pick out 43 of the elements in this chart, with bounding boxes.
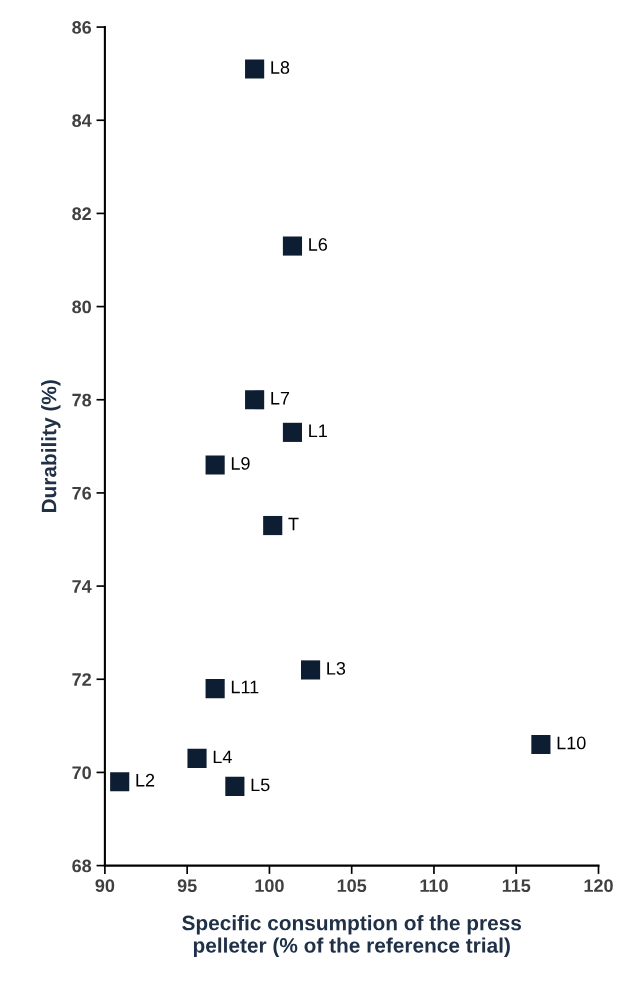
- point: [225, 776, 245, 796]
- point: [300, 660, 321, 680]
- y-tick-label: 68: [72, 859, 92, 873]
- y-axis-title: Durability (%): [41, 380, 61, 513]
- x-tick-label: 100: [255, 879, 284, 893]
- point: [187, 748, 207, 769]
- annotation: L8: [271, 61, 290, 74]
- annotation: L2: [136, 773, 155, 787]
- x-tick-label: 90: [95, 879, 115, 893]
- annotation: L4: [213, 750, 232, 764]
- x-tick-label: 95: [177, 879, 197, 893]
- point: [245, 390, 265, 410]
- point: [205, 455, 225, 475]
- annotation: L6: [309, 238, 328, 251]
- point: [531, 734, 551, 755]
- y-tick-label: 82: [72, 207, 91, 221]
- annotation: L7: [271, 392, 290, 405]
- y-tick-label: 72: [72, 673, 91, 686]
- y-tick-label: 70: [72, 766, 91, 780]
- point: [245, 59, 265, 79]
- point: [282, 422, 303, 442]
- point: [263, 515, 283, 536]
- y-tick-label: 84: [72, 114, 92, 127]
- y-tick-label: 74: [72, 580, 92, 593]
- annotation: L11: [231, 680, 259, 694]
- y-tick-label: 76: [72, 486, 92, 500]
- y-tick-label: 86: [72, 21, 92, 34]
- point: [205, 679, 225, 699]
- x-tick-label: 120: [584, 879, 613, 893]
- point: [282, 236, 303, 256]
- annotation: L9: [231, 457, 250, 470]
- annotation: L10: [557, 736, 586, 750]
- x-tick-label: 115: [502, 879, 531, 893]
- y-tick-label: 78: [72, 393, 92, 407]
- x-tick-label: 105: [337, 879, 367, 893]
- y-tick-label: 80: [72, 300, 91, 314]
- annotation: T: [288, 517, 299, 531]
- x-tick-label: 110: [420, 879, 448, 893]
- annotation: L1: [309, 424, 327, 438]
- annotation: L3: [327, 662, 346, 675]
- point: [110, 772, 130, 792]
- x-axis-title: Specific consumption of the press pelleter (% of the reference trial): [182, 915, 522, 957]
- annotation: L5: [251, 778, 270, 792]
